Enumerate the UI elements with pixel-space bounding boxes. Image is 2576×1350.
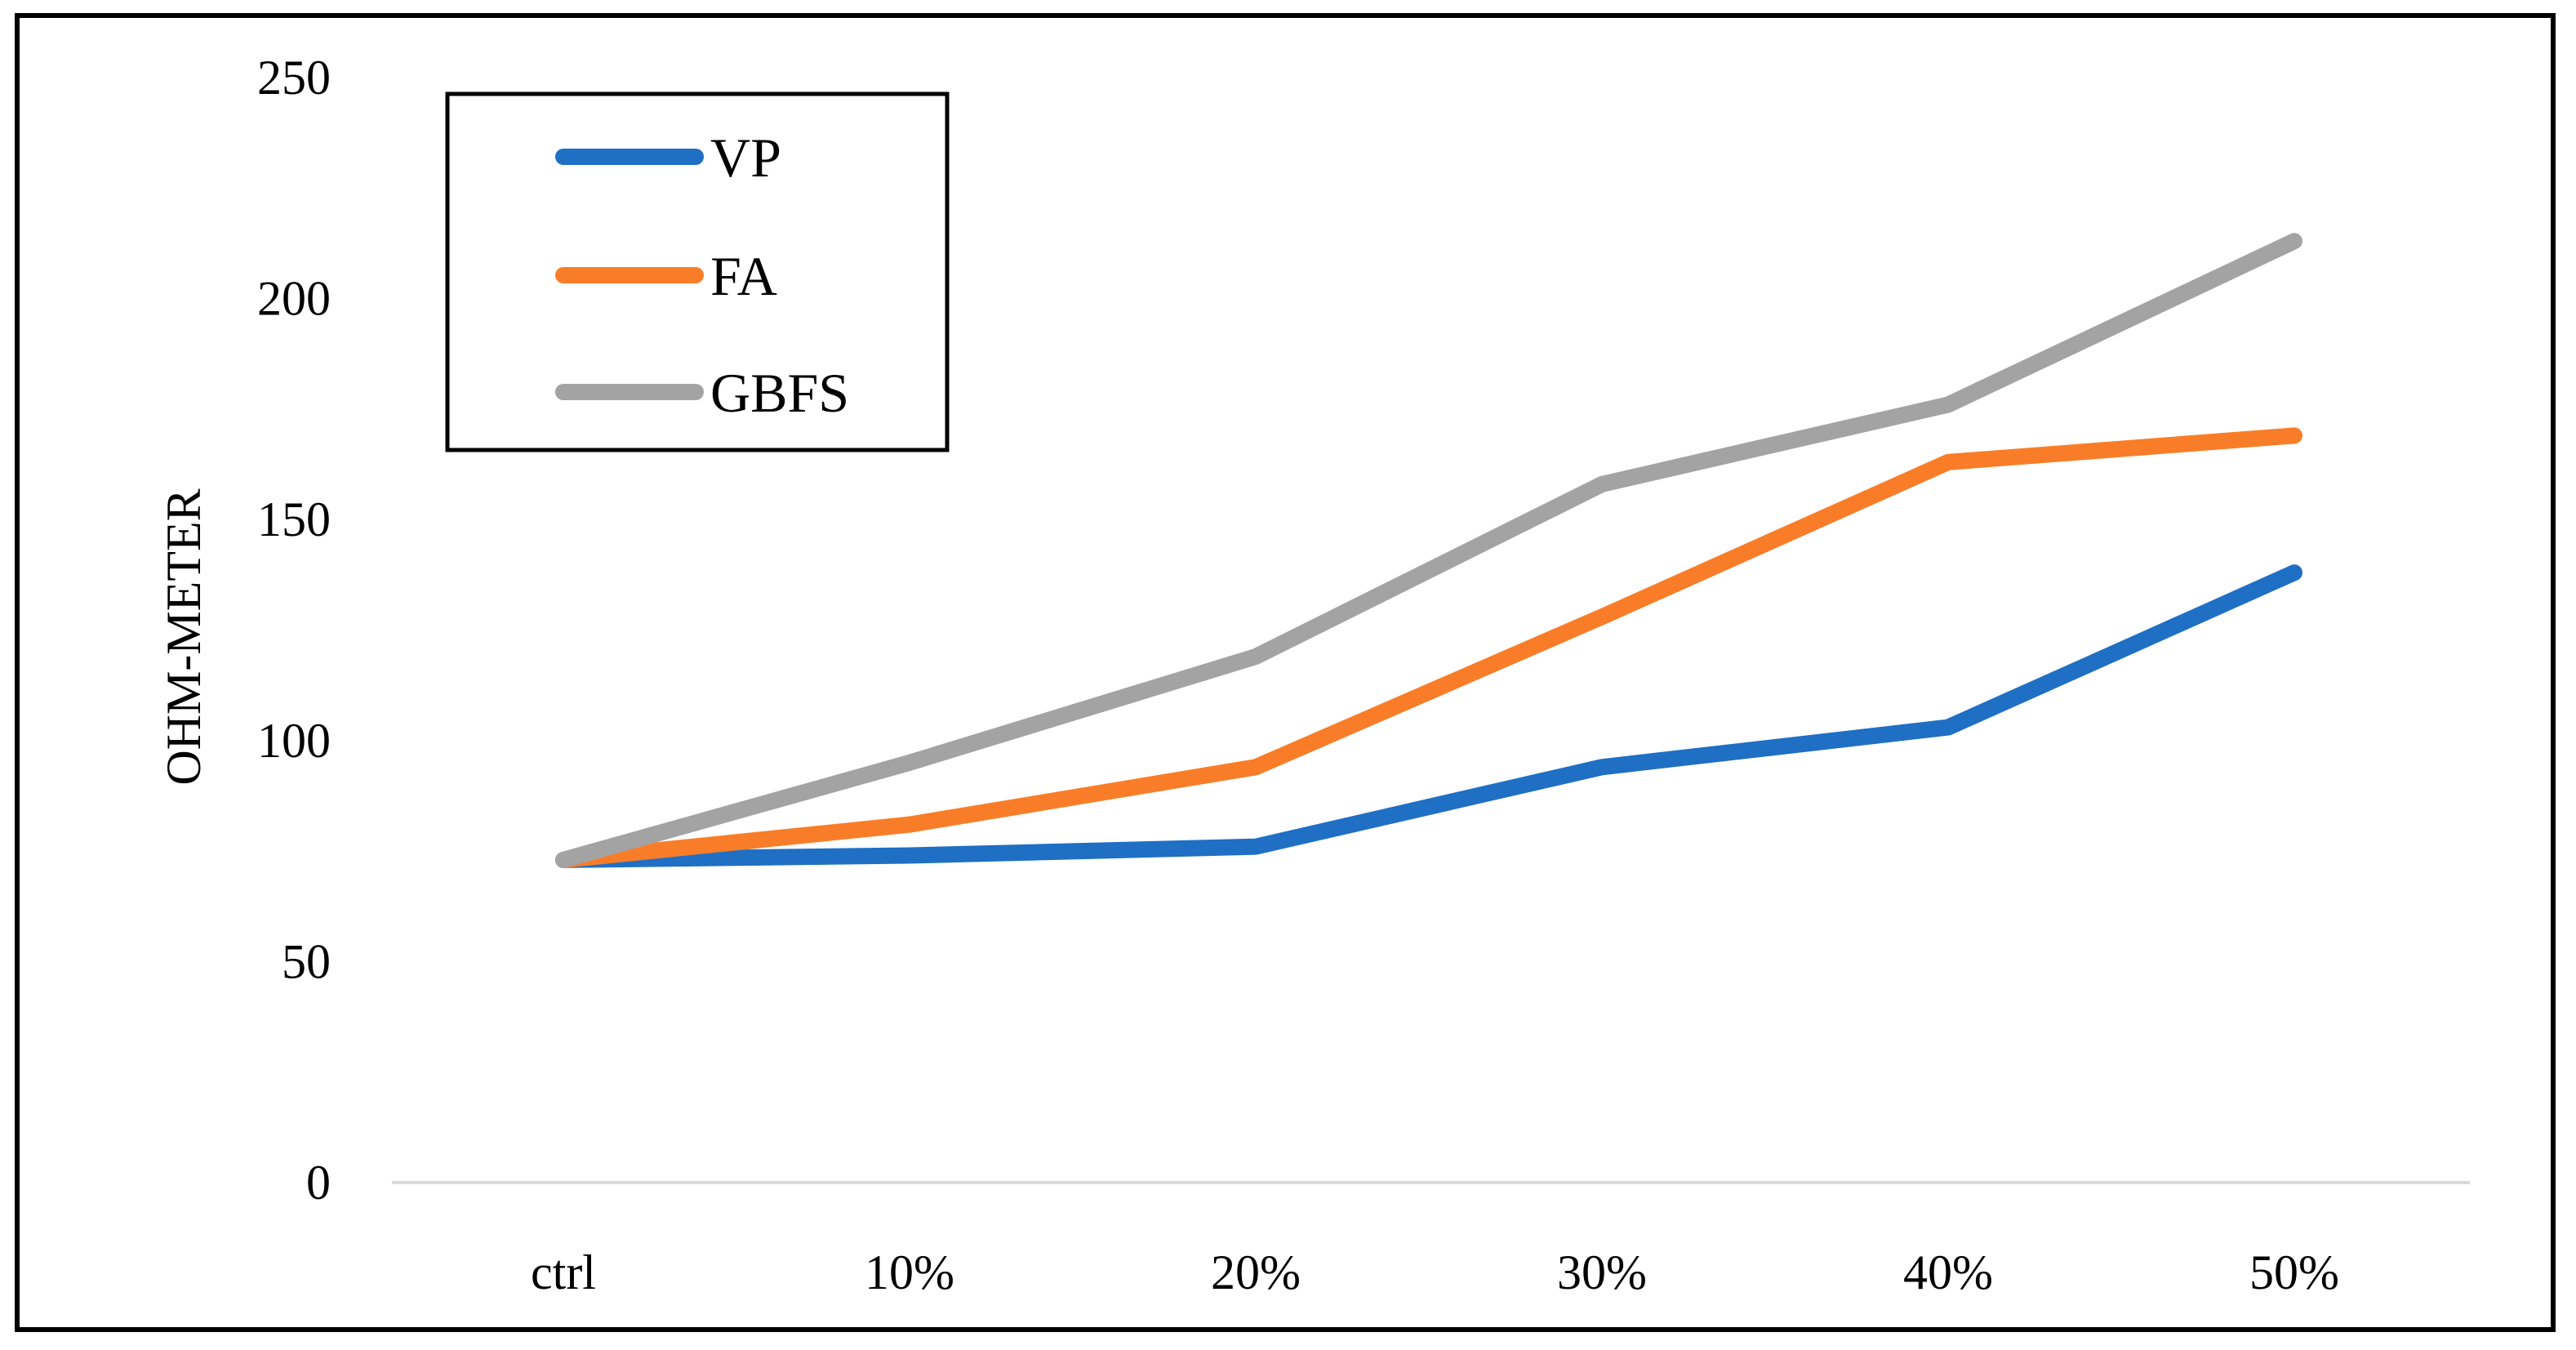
y-tick-label: 250 (257, 51, 331, 105)
chart-frame (15, 13, 2556, 1332)
x-tick-label: 40% (1903, 1245, 1993, 1299)
y-tick-label: 200 (257, 272, 331, 326)
y-tick-label: 0 (306, 1156, 331, 1210)
series-line-fa (555, 427, 2302, 868)
x-tick-label: 30% (1557, 1245, 1647, 1299)
legend-label-fa: FA (710, 245, 777, 307)
x-tick-label: 20% (1211, 1245, 1301, 1299)
x-tick-label: 50% (2249, 1245, 2339, 1299)
y-tick-label: 50 (282, 934, 331, 988)
y-axis-title: OHM-METER (157, 488, 211, 785)
y-tick-label: 100 (257, 714, 331, 768)
y-tick-label: 150 (257, 492, 331, 546)
series-line-gbfs (555, 233, 2302, 868)
y-axis-ticks: 0 50 100 150 200 250 (257, 51, 331, 1210)
series-line-vp (555, 564, 2302, 868)
x-tick-label: 10% (865, 1245, 954, 1299)
legend-label-gbfs: GBFS (710, 362, 849, 424)
x-axis-ticks: ctrl 10% 20% 30% 40% 50% (531, 1245, 2339, 1299)
x-tick-label: ctrl (531, 1245, 596, 1299)
legend: VP FA GBFS (445, 91, 950, 452)
legend-label-vp: VP (710, 127, 781, 189)
series-lines (555, 233, 2302, 868)
